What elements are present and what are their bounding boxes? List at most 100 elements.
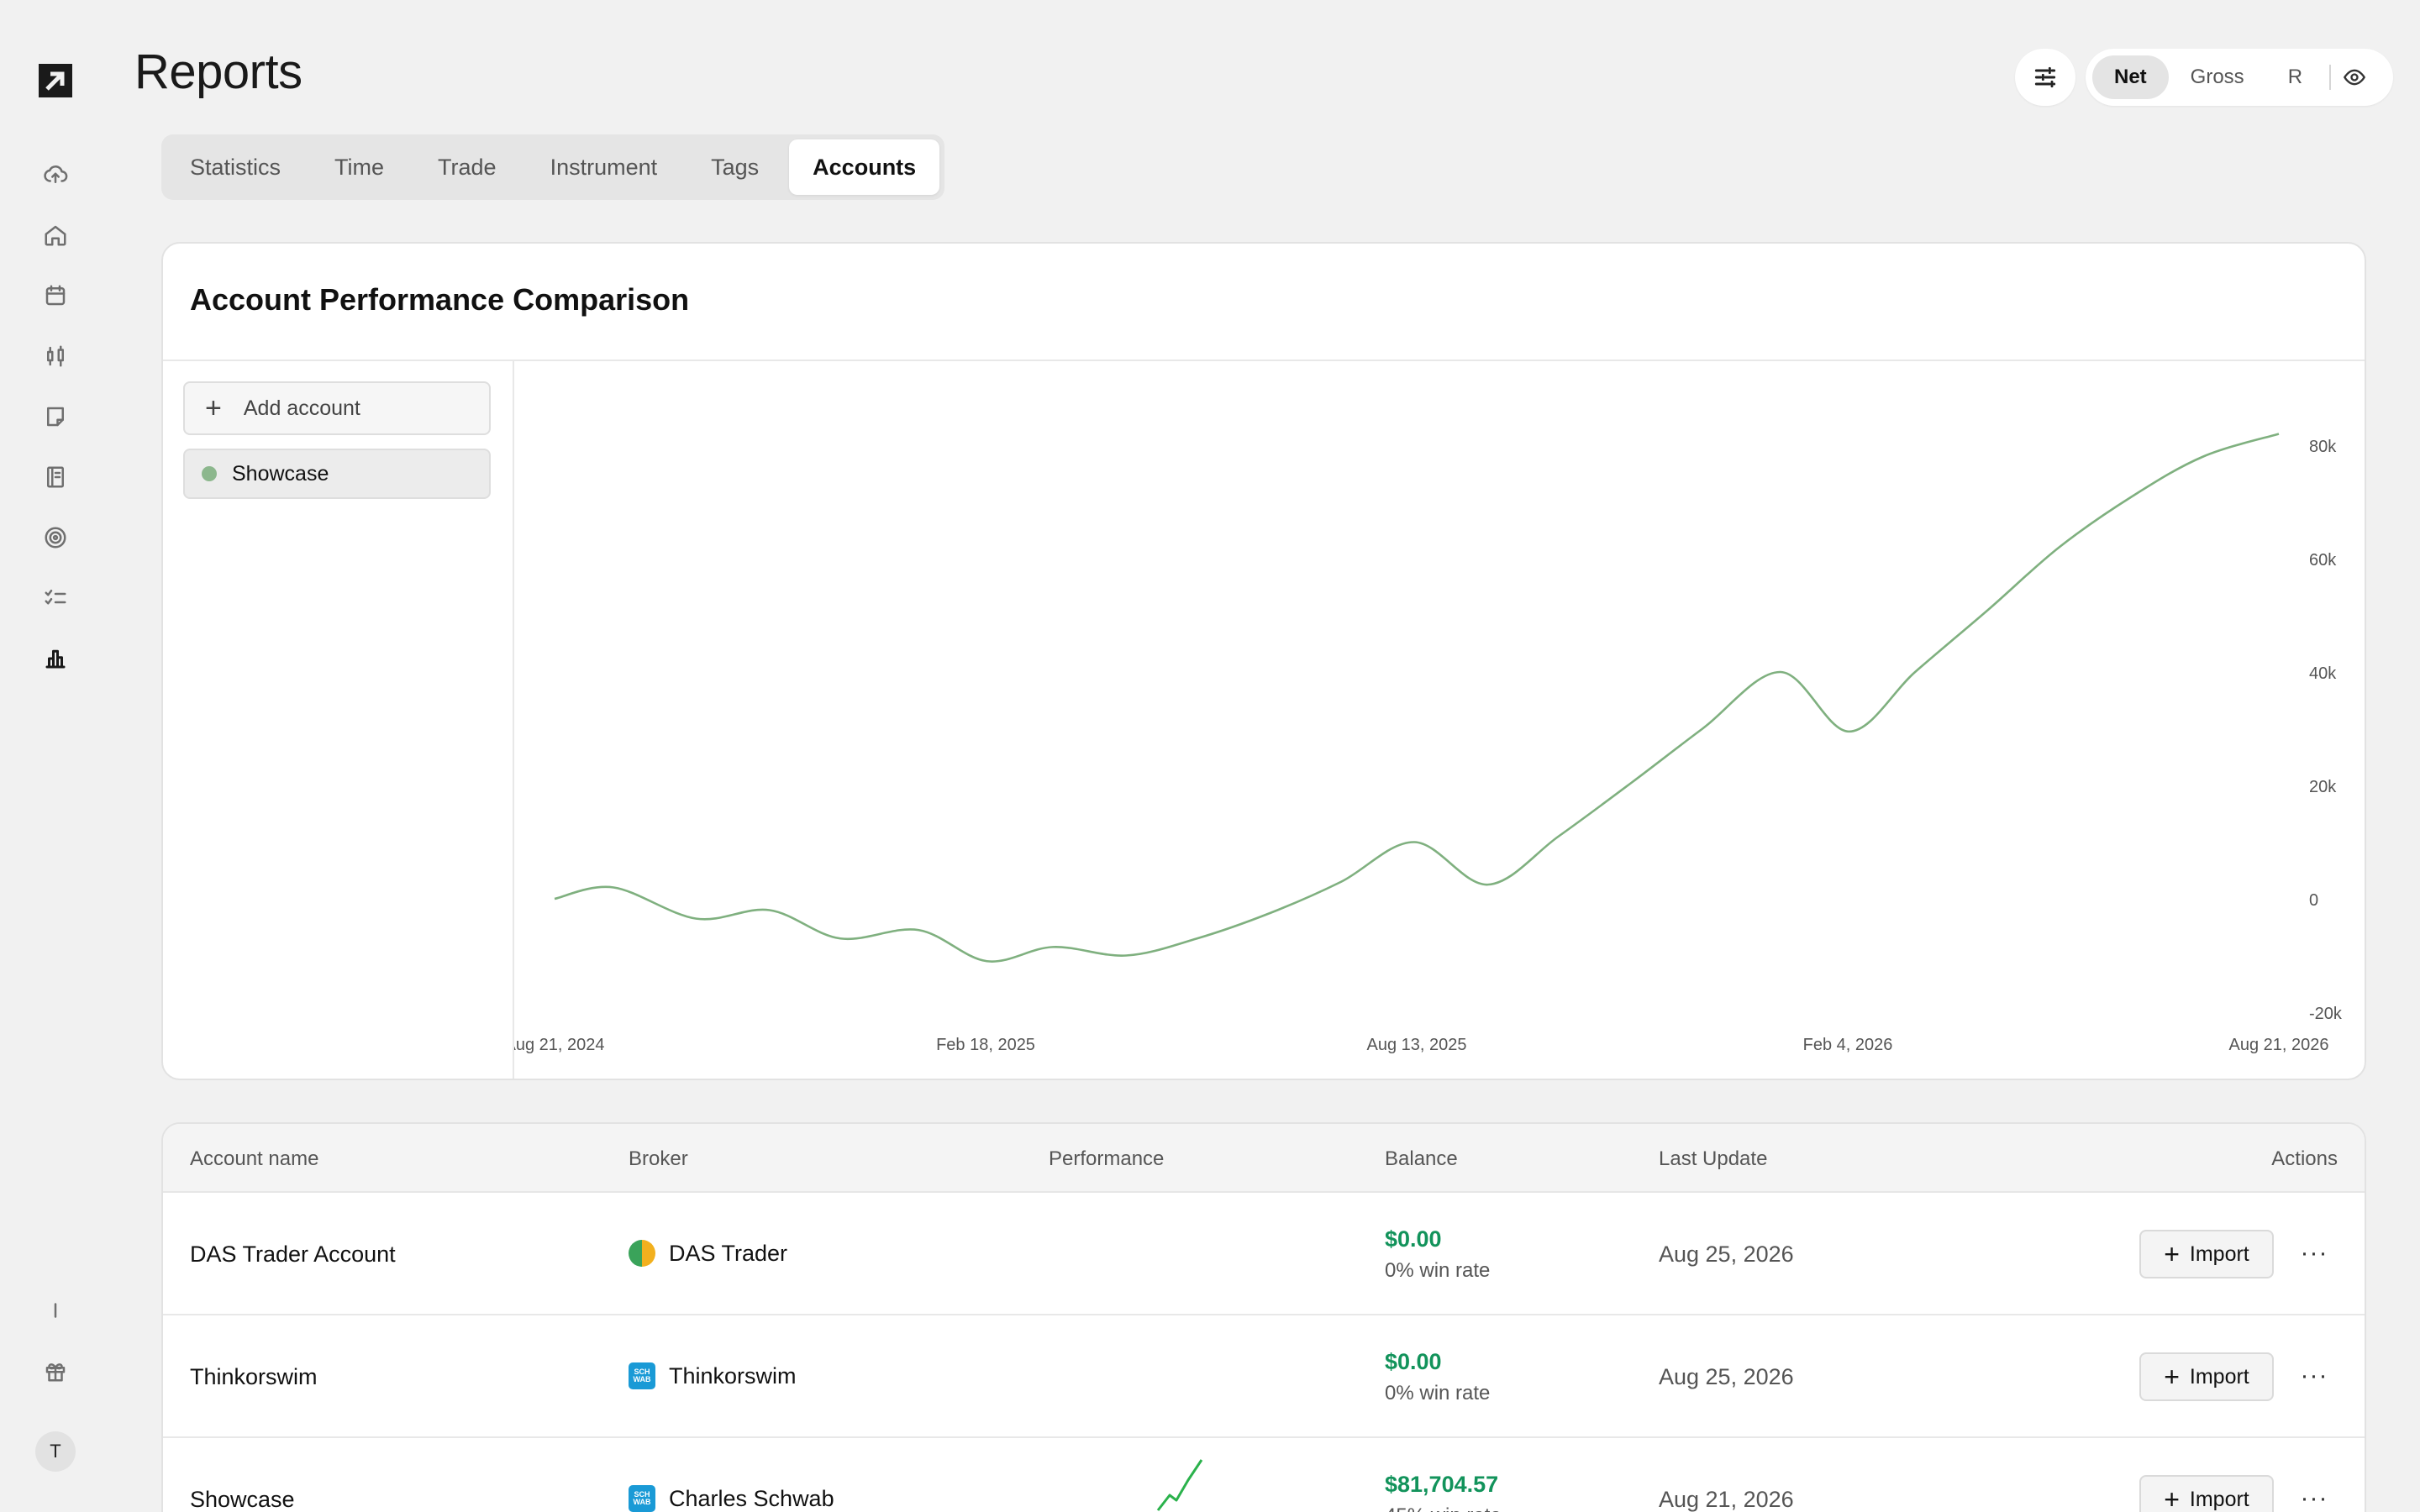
balance-cell: $0.00 0% win rate	[1385, 1349, 1490, 1405]
import-label: Import	[2189, 1364, 2249, 1389]
logo-icon[interactable]	[37, 62, 74, 99]
import-label: Import	[2189, 1487, 2249, 1511]
account-chip[interactable]: Showcase	[183, 449, 491, 499]
more-options-icon[interactable]: ···	[2300, 1239, 2328, 1267]
filter-button[interactable]	[2015, 49, 2075, 106]
x-tick-label: Feb 18, 2025	[936, 1036, 1035, 1054]
sidebar: T	[0, 0, 111, 1512]
import-button[interactable]: + Import	[2139, 1230, 2274, 1278]
add-account-button[interactable]: + Add account	[183, 381, 491, 435]
col-last-update[interactable]: Last Update	[1659, 1147, 1768, 1170]
accounts-table: Account name Broker Performance Balance …	[161, 1122, 2366, 1512]
toggle-gross[interactable]: Gross	[2190, 66, 2244, 88]
bar-chart-icon[interactable]	[39, 642, 72, 675]
add-account-label: Add account	[243, 396, 360, 420]
x-tick-label: Feb 4, 2026	[1803, 1036, 1893, 1054]
notebook-icon[interactable]	[39, 460, 72, 494]
import-button[interactable]: + Import	[2139, 1352, 2274, 1401]
sliders-icon	[2034, 66, 2056, 88]
more-options-icon[interactable]: ···	[2300, 1484, 2328, 1512]
chart-svg: 80k 60k 40k 20k 0 -20k Aug 21, 2024 Feb 18, 202…	[505, 433, 2343, 1054]
broker-name: Charles Schwab	[669, 1485, 834, 1511]
table-header: Account name Broker Performance Balance …	[163, 1124, 2365, 1193]
home-icon[interactable]	[39, 218, 72, 252]
import-label: Import	[2189, 1242, 2249, 1266]
col-balance[interactable]: Balance	[1385, 1147, 1458, 1170]
toggle-divider	[2329, 65, 2332, 90]
das-trader-logo-icon	[629, 1240, 655, 1267]
card-title: Account Performance Comparison	[190, 282, 690, 317]
tab-statistics[interactable]: Statistics	[190, 154, 281, 180]
card-divider	[163, 360, 2365, 361]
last-update: Aug 21, 2026	[1659, 1487, 1794, 1512]
tab-accounts[interactable]: Accounts	[789, 139, 940, 195]
panel-divider	[513, 361, 514, 1079]
toggle-net[interactable]: Net	[2092, 55, 2169, 99]
x-tick-label: Aug 21, 2024	[514, 1036, 605, 1054]
page-title: Reports	[134, 45, 302, 99]
note-icon[interactable]	[39, 400, 72, 433]
eye-icon[interactable]	[2338, 60, 2371, 94]
tab-time[interactable]: Time	[334, 154, 385, 180]
account-name: Showcase	[190, 1487, 295, 1512]
y-tick-label: -20k	[2309, 1005, 2343, 1023]
balance-cell: $81,704.57 45% win rate	[1385, 1472, 1502, 1512]
table-row[interactable]: Showcase SCH WAB Charles Schwab $81,704.5…	[163, 1438, 2365, 1512]
broker-name: DAS Trader	[669, 1240, 788, 1266]
broker-name: Thinkorswim	[669, 1362, 797, 1389]
col-broker[interactable]: Broker	[629, 1147, 688, 1170]
y-tick-label: 0	[2309, 891, 2318, 910]
account-comparison-card: Account Performance Comparison + Add acc…	[161, 242, 2366, 1080]
series-color-dot	[202, 466, 217, 481]
balance-value: $0.00	[1385, 1226, 1442, 1252]
performance-chart[interactable]: 80k 60k 40k 20k 0 -20k Aug 21, 2024 Feb 18, 202…	[505, 361, 2365, 1079]
schwab-logo-icon: SCH WAB	[629, 1485, 655, 1512]
table-row[interactable]: Thinkorswim SCH WAB Thinkorswim $0.00 0% …	[163, 1315, 2365, 1438]
performance-sparkline	[1156, 1459, 1203, 1511]
balance-value: $81,704.57	[1385, 1472, 1499, 1497]
win-rate: 0% win rate	[1385, 1259, 1491, 1282]
col-performance[interactable]: Performance	[1049, 1147, 1165, 1170]
view-toggle: Net Gross R	[2086, 49, 2393, 106]
tab-trade[interactable]: Trade	[438, 154, 497, 180]
y-tick-label: 40k	[2309, 664, 2337, 683]
divider-icon	[39, 1294, 72, 1327]
calendar-icon[interactable]	[39, 279, 72, 312]
tab-tags[interactable]: Tags	[711, 154, 760, 180]
last-update: Aug 25, 2026	[1659, 1364, 1794, 1389]
col-actions: Actions	[2271, 1147, 2338, 1170]
schwab-logo-icon: SCH WAB	[629, 1362, 655, 1389]
target-icon[interactable]	[39, 521, 72, 554]
broker: SCH WAB Thinkorswim	[629, 1362, 797, 1389]
tab-instrument[interactable]: Instrument	[550, 154, 658, 180]
col-account-name[interactable]: Account name	[190, 1147, 319, 1170]
toggle-r[interactable]: R	[2287, 66, 2303, 88]
plus-icon: +	[2164, 1484, 2180, 1512]
cloud-upload-icon[interactable]	[39, 158, 72, 192]
y-tick-label: 60k	[2309, 551, 2337, 570]
broker: DAS Trader	[629, 1240, 787, 1267]
x-tick-label: Aug 13, 2025	[1367, 1036, 1467, 1054]
y-tick-label: 80k	[2309, 438, 2337, 456]
balance-cell: $0.00 0% win rate	[1385, 1226, 1490, 1283]
series-line[interactable]	[554, 433, 2280, 963]
plus-icon: +	[205, 392, 222, 424]
plus-icon: +	[2164, 1239, 2180, 1269]
import-button[interactable]: + Import	[2139, 1475, 2274, 1512]
win-rate: 45% win rate	[1385, 1504, 1502, 1512]
plus-icon: +	[2164, 1362, 2180, 1392]
candlestick-icon[interactable]	[39, 339, 72, 373]
last-update: Aug 25, 2026	[1659, 1242, 1794, 1267]
report-tabs: Statistics Time Trade Instrument Tags Ac…	[161, 134, 945, 200]
avatar[interactable]: T	[35, 1431, 76, 1472]
table-row[interactable]: DAS Trader Account DAS Trader $0.00 0% w…	[163, 1193, 2365, 1315]
win-rate: 0% win rate	[1385, 1382, 1491, 1404]
gift-icon[interactable]	[39, 1354, 72, 1388]
broker: SCH WAB Charles Schwab	[629, 1485, 834, 1512]
account-chip-label: Showcase	[232, 461, 329, 486]
y-tick-label: 20k	[2309, 778, 2337, 796]
checklist-icon[interactable]	[39, 581, 72, 615]
more-options-icon[interactable]: ···	[2300, 1362, 2328, 1389]
account-name: DAS Trader Account	[190, 1242, 396, 1267]
account-name: Thinkorswim	[190, 1364, 318, 1389]
